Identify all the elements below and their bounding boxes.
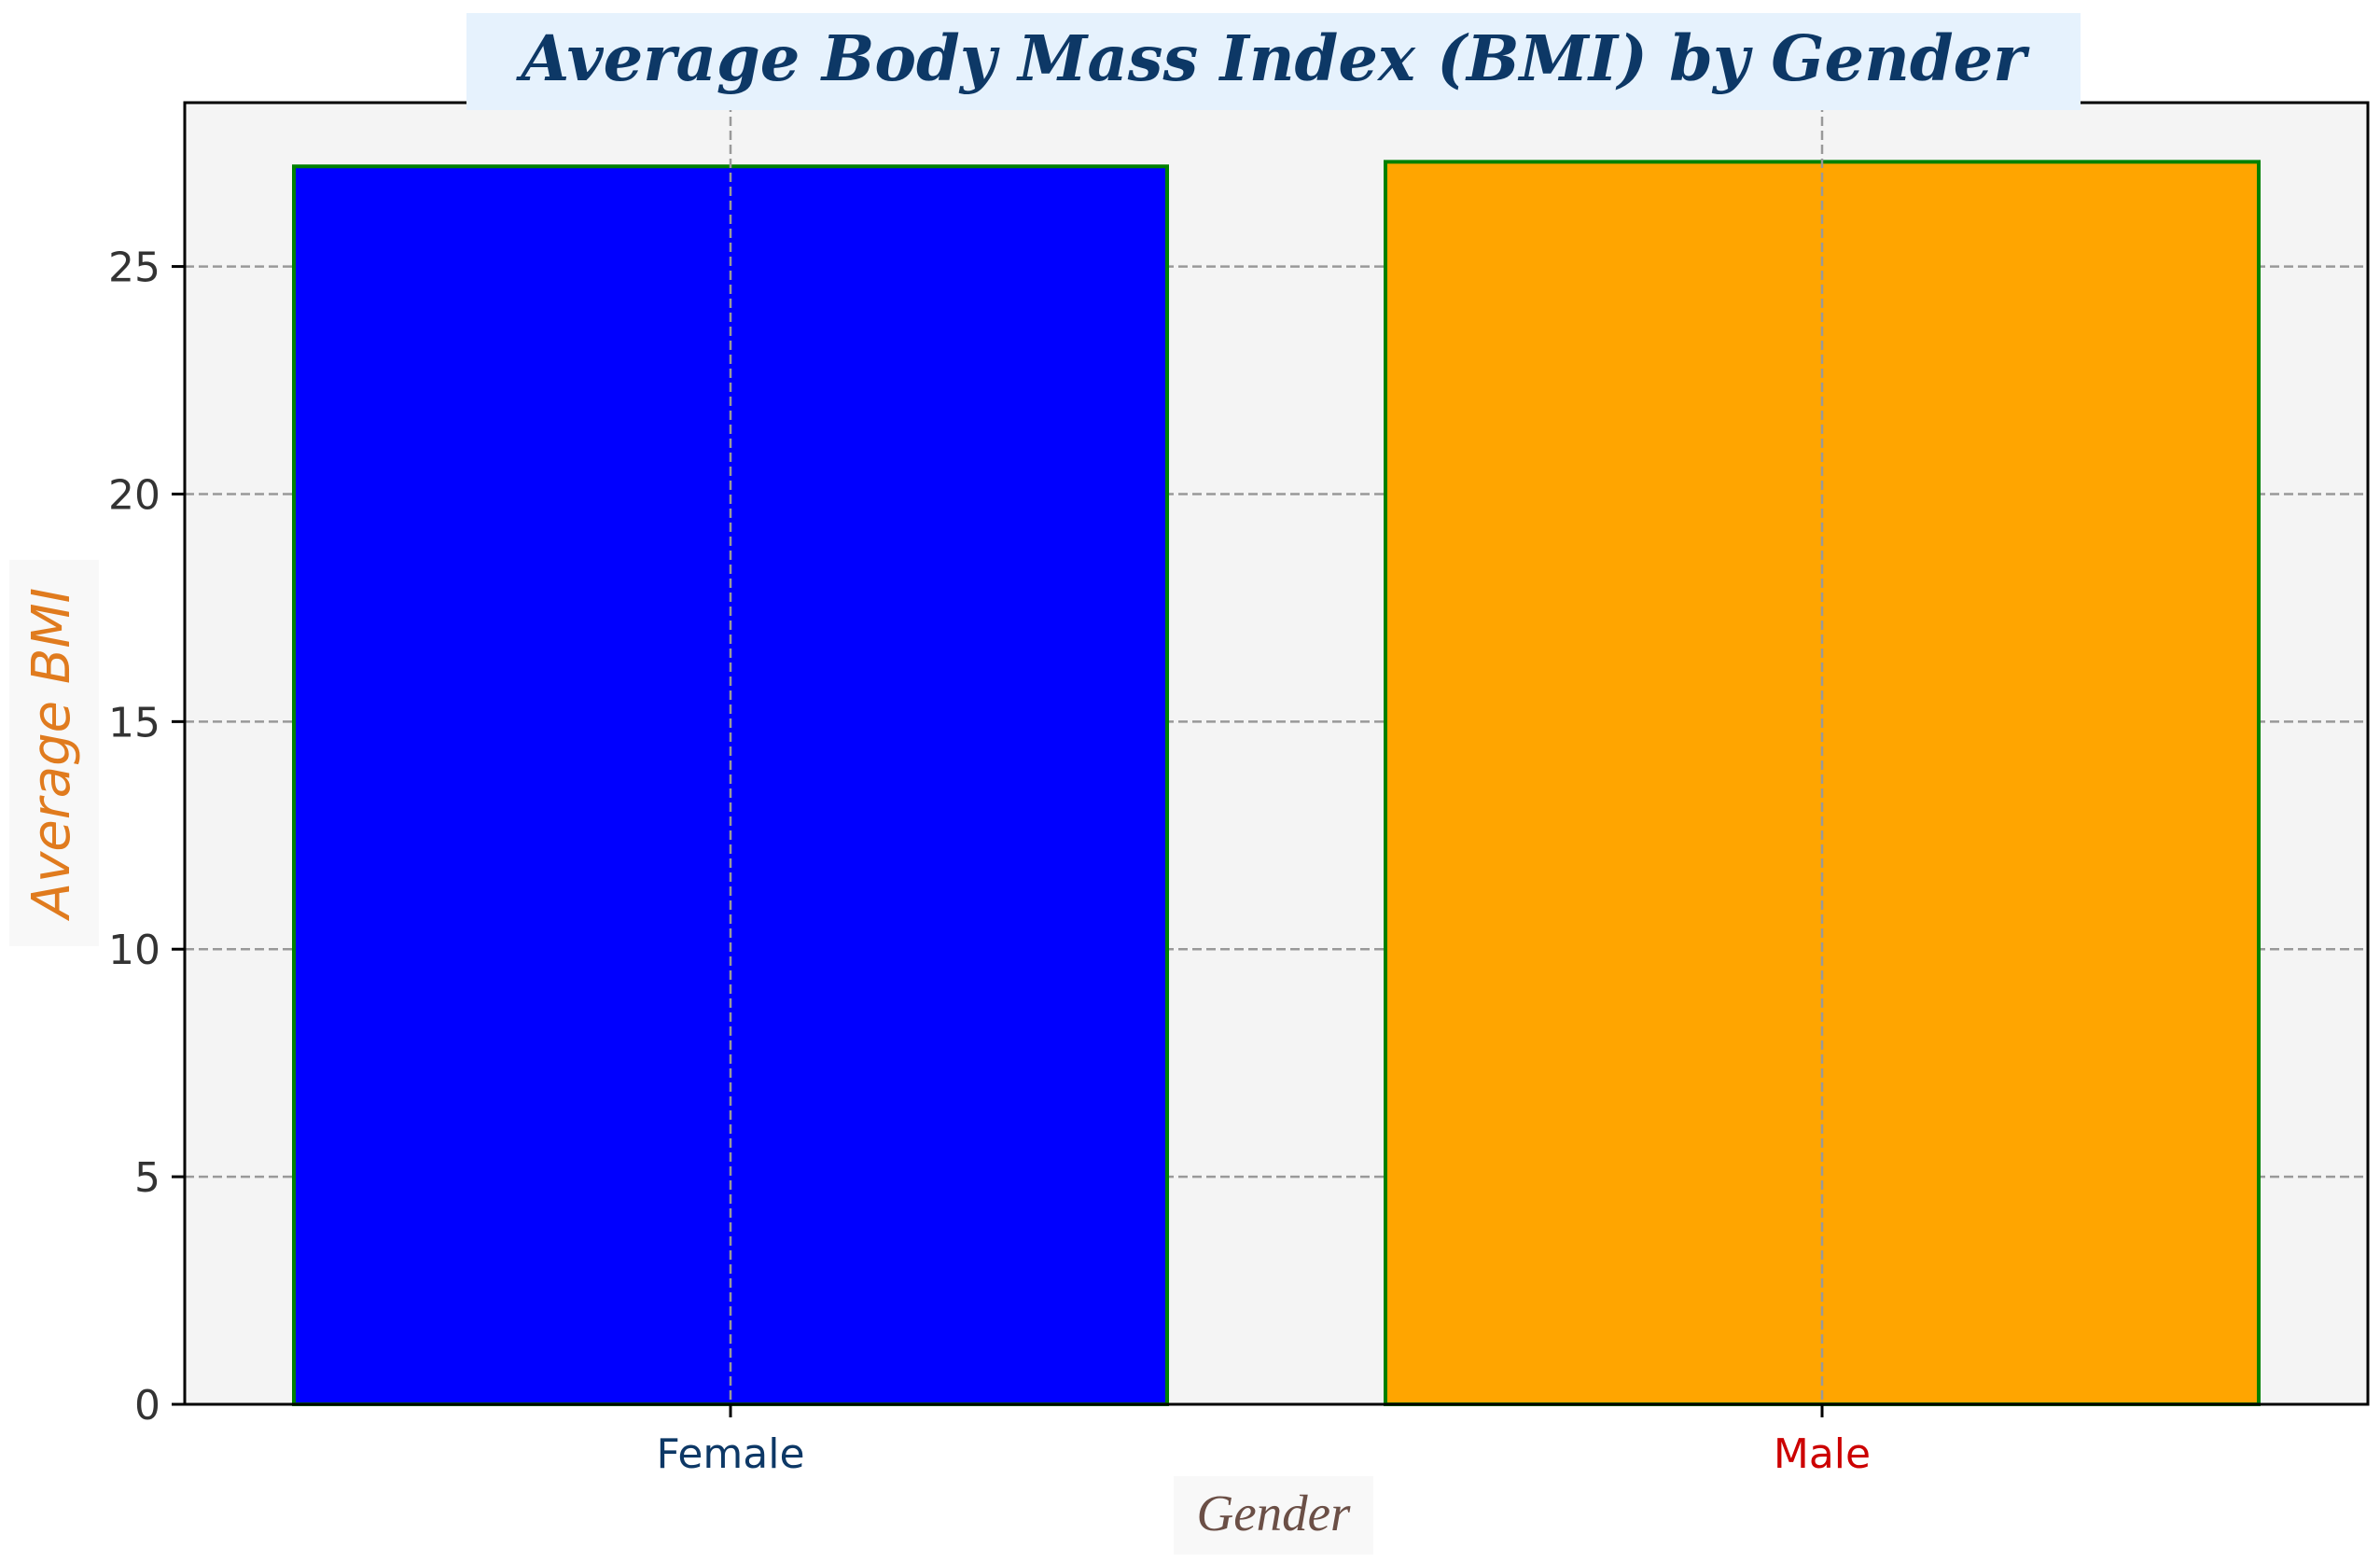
y-tick-label: 20	[108, 471, 160, 519]
y-tick-label: 0	[134, 1382, 160, 1430]
y-tick-label: 25	[108, 244, 160, 292]
x-tick-label-male: Male	[1774, 1430, 1871, 1478]
y-tick-label: 15	[108, 699, 160, 746]
y-axis-label-background	[9, 560, 99, 946]
y-tick-label: 10	[108, 927, 160, 974]
y-axis-label: Average BMI	[21, 588, 82, 921]
y-tick-label: 5	[134, 1154, 160, 1202]
x-axis-label: Gender	[1197, 1485, 1352, 1541]
y-axis-ticks: 0 5 10 15 20 25	[108, 244, 185, 1430]
chart-title: Average Body Mass Index (BMI) by Gender	[515, 21, 2030, 95]
vertical-grid-lines	[729, 103, 1824, 1404]
bar-female	[292, 164, 1169, 1406]
x-axis-ticks: Female Male	[656, 1404, 1871, 1478]
x-tick-label-female: Female	[656, 1430, 804, 1478]
title-background	[466, 13, 2081, 110]
x-axis-label-background	[1174, 1476, 1373, 1555]
